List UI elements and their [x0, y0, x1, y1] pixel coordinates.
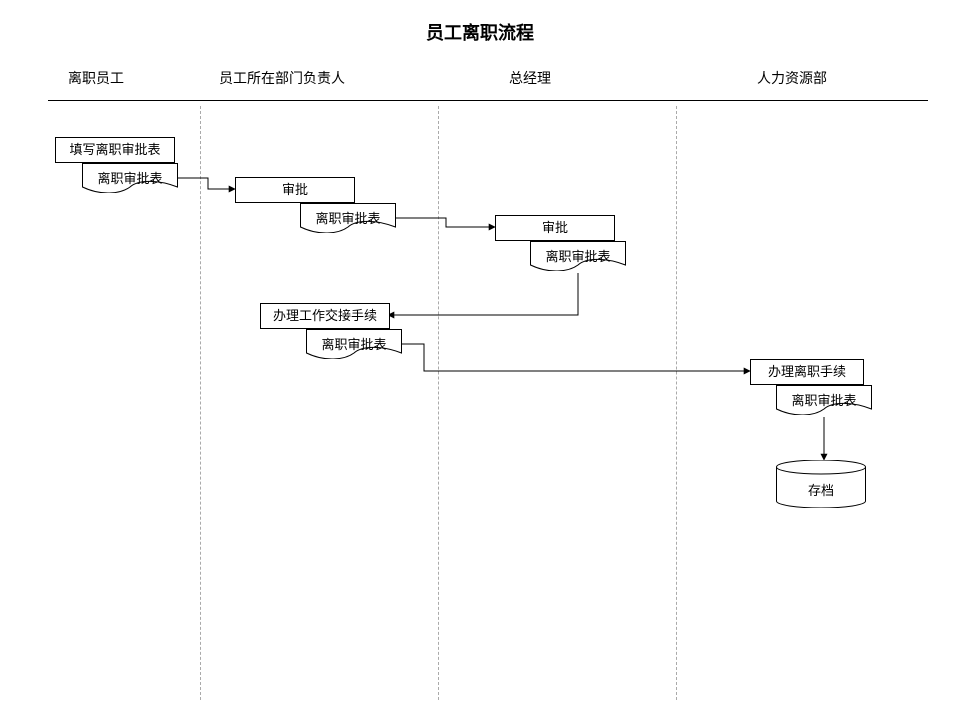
gm-approve-box: 审批 — [495, 215, 615, 241]
doc-label: 离职审批表 — [530, 246, 626, 265]
doc-label: 离职审批表 — [300, 208, 396, 227]
resignation-form-doc-1: 离职审批表 — [82, 163, 178, 193]
work-handover-box: 办理工作交接手续 — [260, 303, 390, 329]
resignation-form-doc-4: 离职审批表 — [306, 329, 402, 359]
cylinder-label: 存档 — [776, 480, 866, 499]
edge-e1 — [178, 178, 235, 189]
resignation-procedure-box: 办理离职手续 — [750, 359, 864, 385]
edge-e4 — [402, 344, 750, 371]
edge-e2 — [396, 218, 495, 227]
resignation-form-doc-5: 离职审批表 — [776, 385, 872, 415]
flowchart-canvas: 员工离职流程 离职员工员工所在部门负责人总经理人力资源部 填写离职审批表离职审批… — [0, 0, 960, 720]
doc-label: 离职审批表 — [82, 168, 178, 187]
archive-cylinder: 存档 — [776, 460, 866, 508]
dept-approve-box: 审批 — [235, 177, 355, 203]
edge-e3 — [388, 273, 578, 315]
resignation-form-doc-2: 离职审批表 — [300, 203, 396, 233]
fill-resignation-form-box: 填写离职审批表 — [55, 137, 175, 163]
resignation-form-doc-3: 离职审批表 — [530, 241, 626, 271]
doc-label: 离职审批表 — [306, 334, 402, 353]
doc-label: 离职审批表 — [776, 390, 872, 409]
